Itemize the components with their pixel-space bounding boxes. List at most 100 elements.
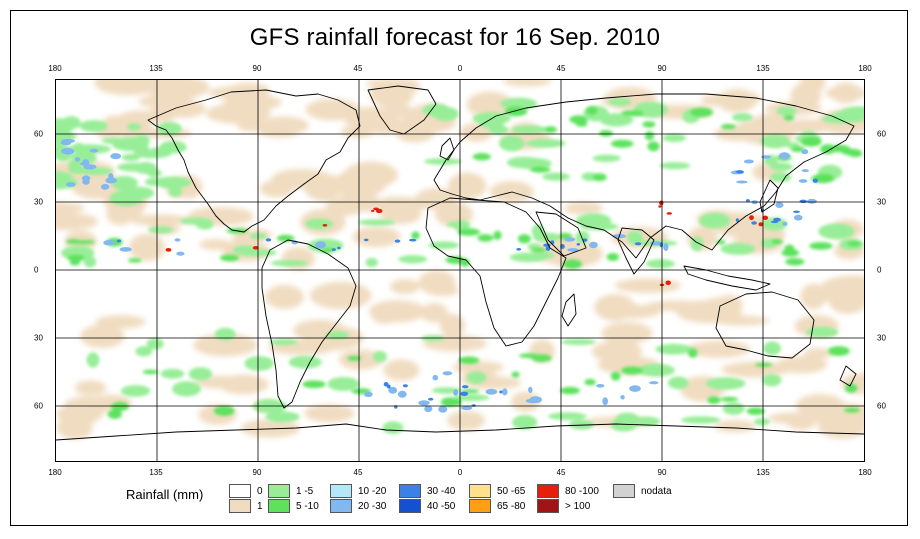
rain-patch bbox=[681, 416, 721, 424]
rain-patch bbox=[347, 355, 362, 361]
rain-patch bbox=[720, 243, 756, 255]
rain-patch bbox=[517, 234, 531, 244]
rain-patch bbox=[148, 226, 174, 234]
rain-patch bbox=[460, 258, 470, 267]
rain-patch bbox=[453, 389, 459, 396]
rain-patch bbox=[512, 415, 538, 430]
legend-label-12: nodata bbox=[641, 486, 672, 497]
rain-patch bbox=[779, 152, 790, 160]
rain-patch bbox=[735, 170, 744, 174]
rain-patch bbox=[614, 278, 682, 293]
rain-patch bbox=[658, 205, 662, 208]
rain-patch bbox=[644, 131, 655, 141]
rain-patch bbox=[144, 80, 209, 100]
rain-patch bbox=[825, 86, 864, 101]
lon-tick-top: 135 bbox=[149, 64, 163, 73]
rain-patch bbox=[60, 148, 75, 155]
rain-patch bbox=[322, 224, 328, 227]
rain-patch bbox=[705, 377, 746, 390]
rain-patch bbox=[531, 247, 547, 253]
rain-patch bbox=[659, 162, 691, 170]
lon-tick-bottom: 180 bbox=[48, 468, 62, 477]
rain-80-100-layer bbox=[165, 200, 769, 287]
rain-patch bbox=[762, 217, 788, 231]
rain-patch bbox=[770, 172, 792, 183]
legend-swatch-7 bbox=[399, 499, 421, 513]
rain-patch bbox=[809, 242, 833, 250]
rain-patch bbox=[743, 159, 754, 164]
rain-patch bbox=[80, 161, 90, 166]
rain-patch bbox=[690, 107, 713, 117]
rain-patch bbox=[127, 123, 142, 131]
rain-patch bbox=[472, 153, 491, 161]
rain-patch bbox=[358, 219, 396, 226]
rain-patch bbox=[518, 353, 539, 359]
rain-patch bbox=[790, 146, 805, 153]
rain-patch bbox=[754, 418, 770, 426]
rain-patch bbox=[394, 239, 401, 243]
rain-patch bbox=[545, 246, 551, 252]
rain-patch bbox=[745, 199, 750, 202]
lon-tick-bottom: 45 bbox=[556, 468, 566, 477]
rain-patch bbox=[409, 238, 417, 242]
lat-tick-right: 60 bbox=[877, 129, 886, 139]
rain-patch bbox=[783, 114, 795, 121]
rainfall-map[interactable] bbox=[55, 79, 865, 462]
rain-patch bbox=[645, 300, 709, 312]
rain-patch bbox=[812, 173, 835, 183]
rain-patch bbox=[388, 386, 398, 394]
rain-patch bbox=[471, 404, 477, 407]
rain-patch bbox=[576, 213, 612, 229]
rain-patch bbox=[610, 371, 621, 381]
rain-patch bbox=[576, 243, 580, 246]
legend-label-2: 1 -5 bbox=[296, 486, 314, 497]
rain-patch bbox=[288, 355, 322, 369]
rain-patch bbox=[119, 110, 167, 124]
rain-patch bbox=[439, 313, 466, 337]
rain-patch bbox=[781, 249, 800, 257]
legend-swatch-3 bbox=[268, 499, 290, 513]
rain-patch bbox=[499, 135, 525, 152]
rain-patch bbox=[315, 241, 326, 249]
rain-patch bbox=[337, 246, 341, 250]
legend-label-8: 50 -65 bbox=[497, 486, 526, 497]
rain-patch bbox=[606, 253, 620, 261]
rain-patch bbox=[602, 397, 609, 406]
rain-patch bbox=[176, 251, 185, 256]
rain-patch bbox=[713, 420, 756, 433]
rain-patch bbox=[847, 241, 861, 247]
rain-patch bbox=[599, 130, 614, 137]
lon-tick-top: 45 bbox=[556, 64, 566, 73]
rain-patch bbox=[806, 198, 817, 204]
rain-patch bbox=[828, 346, 850, 356]
rain-patch bbox=[457, 228, 481, 236]
rain-patch bbox=[667, 376, 689, 390]
rain-patch bbox=[785, 258, 805, 266]
rain-patch bbox=[707, 396, 721, 405]
rain-patch bbox=[736, 180, 748, 184]
rain-patch bbox=[67, 254, 85, 261]
rain-patch bbox=[787, 414, 816, 430]
india-outline bbox=[617, 227, 655, 275]
north-america-outline bbox=[147, 89, 361, 233]
lon-tick-top: 135 bbox=[756, 64, 770, 73]
rain-patch bbox=[796, 394, 845, 417]
rain-patch bbox=[761, 155, 771, 159]
rain-patch bbox=[493, 230, 502, 240]
rain-patch bbox=[762, 215, 769, 220]
new-zealand-outline bbox=[839, 365, 857, 387]
rain-patch bbox=[806, 326, 839, 338]
rain-patch bbox=[108, 173, 114, 181]
rain-patch bbox=[180, 217, 212, 225]
rain-patch bbox=[713, 315, 770, 326]
rain-patch bbox=[659, 242, 663, 248]
rain-patch bbox=[544, 126, 557, 133]
rain-patch bbox=[735, 218, 740, 222]
rain-patch bbox=[252, 246, 259, 250]
rain-patch bbox=[509, 252, 547, 263]
rain-patch bbox=[502, 388, 508, 396]
rain-patch bbox=[812, 178, 818, 183]
rain-patch bbox=[188, 367, 213, 381]
rain-patch bbox=[763, 341, 781, 356]
rain-patch bbox=[647, 141, 660, 152]
